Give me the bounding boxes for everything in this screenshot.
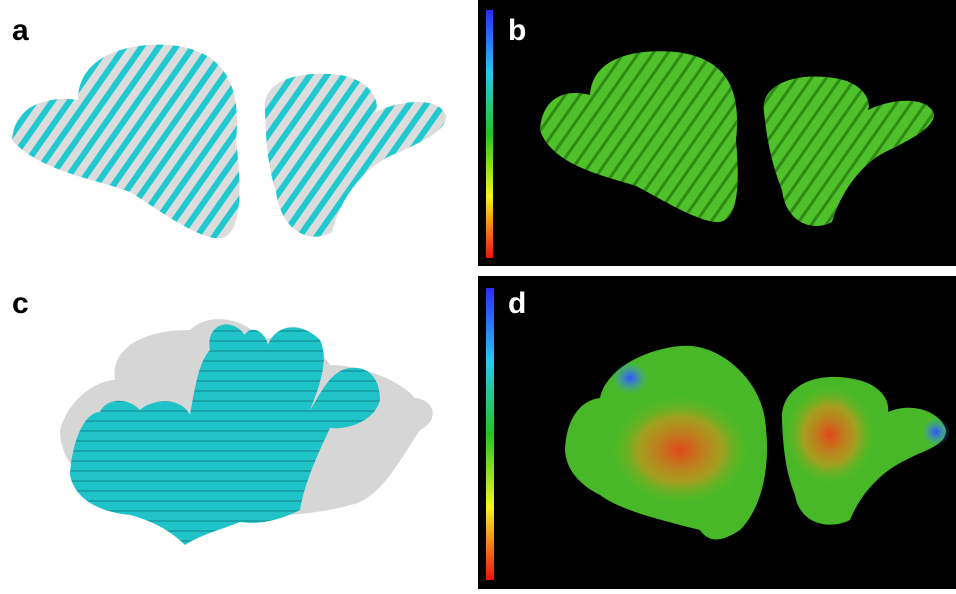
panel-label: a	[12, 14, 29, 47]
panel-d	[478, 276, 956, 589]
panel-label: b	[508, 14, 526, 47]
separator	[478, 266, 956, 276]
cool-spot	[612, 362, 648, 394]
left-lobe	[540, 51, 738, 223]
hot-spot	[610, 395, 750, 505]
color-bar	[486, 288, 494, 580]
panel-c	[60, 319, 433, 545]
panel-label: c	[12, 287, 29, 320]
panel-b	[478, 0, 956, 266]
color-bar	[486, 10, 493, 258]
panel-a	[12, 44, 446, 239]
panel-label: d	[508, 287, 526, 320]
cool-spot	[922, 418, 950, 446]
right-lobe	[763, 76, 934, 227]
front-lobes	[70, 324, 380, 545]
right-lobe	[264, 73, 446, 237]
left-lobe	[12, 44, 240, 239]
hot-spot	[785, 385, 875, 485]
